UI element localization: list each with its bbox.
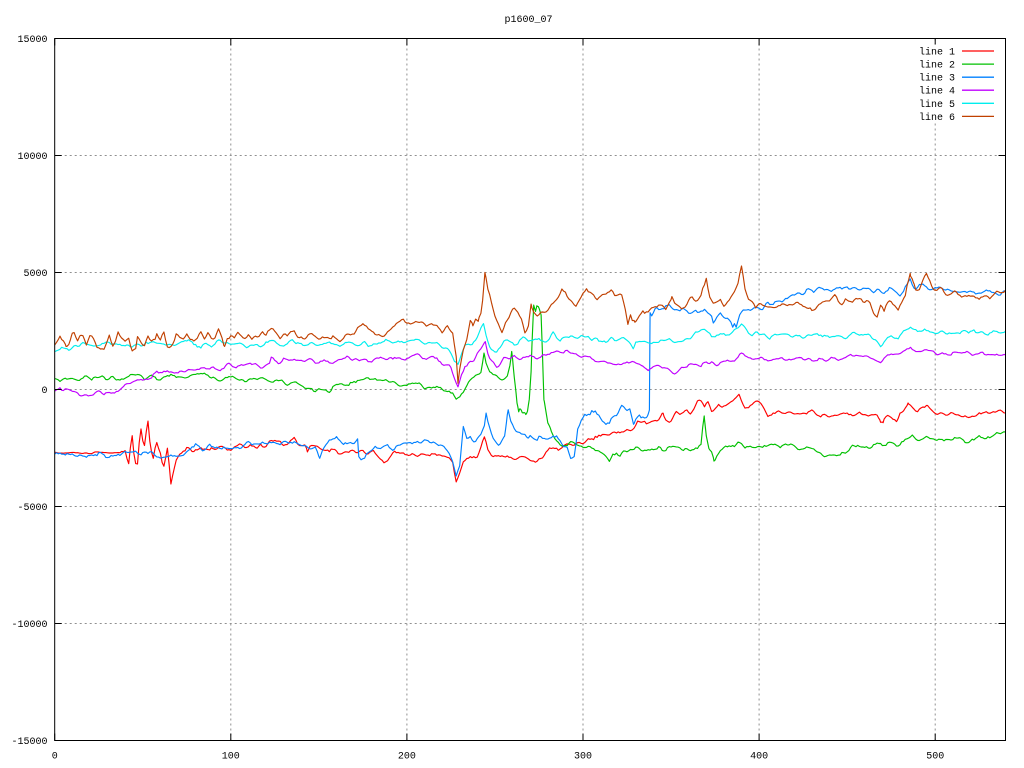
svg-text:line 2: line 2 [919,60,955,72]
svg-text:-10000: -10000 [11,620,47,631]
svg-text:5000: 5000 [23,269,47,280]
svg-text:-5000: -5000 [17,503,47,514]
svg-text:0: 0 [52,752,58,763]
svg-text:15000: 15000 [17,35,47,46]
svg-text:0: 0 [41,386,47,397]
svg-text:300: 300 [574,752,592,763]
svg-text:line 4: line 4 [919,86,955,98]
svg-text:10000: 10000 [17,152,47,163]
svg-text:100: 100 [222,752,240,763]
svg-text:500: 500 [926,752,944,763]
svg-text:400: 400 [750,752,768,763]
svg-text:p1600_07: p1600_07 [504,15,552,26]
svg-text:-15000: -15000 [11,737,47,748]
svg-text:line 5: line 5 [919,99,955,111]
svg-text:line 1: line 1 [919,47,955,59]
svg-text:200: 200 [398,752,416,763]
svg-text:line 6: line 6 [919,112,955,124]
svg-text:line 3: line 3 [919,73,955,85]
